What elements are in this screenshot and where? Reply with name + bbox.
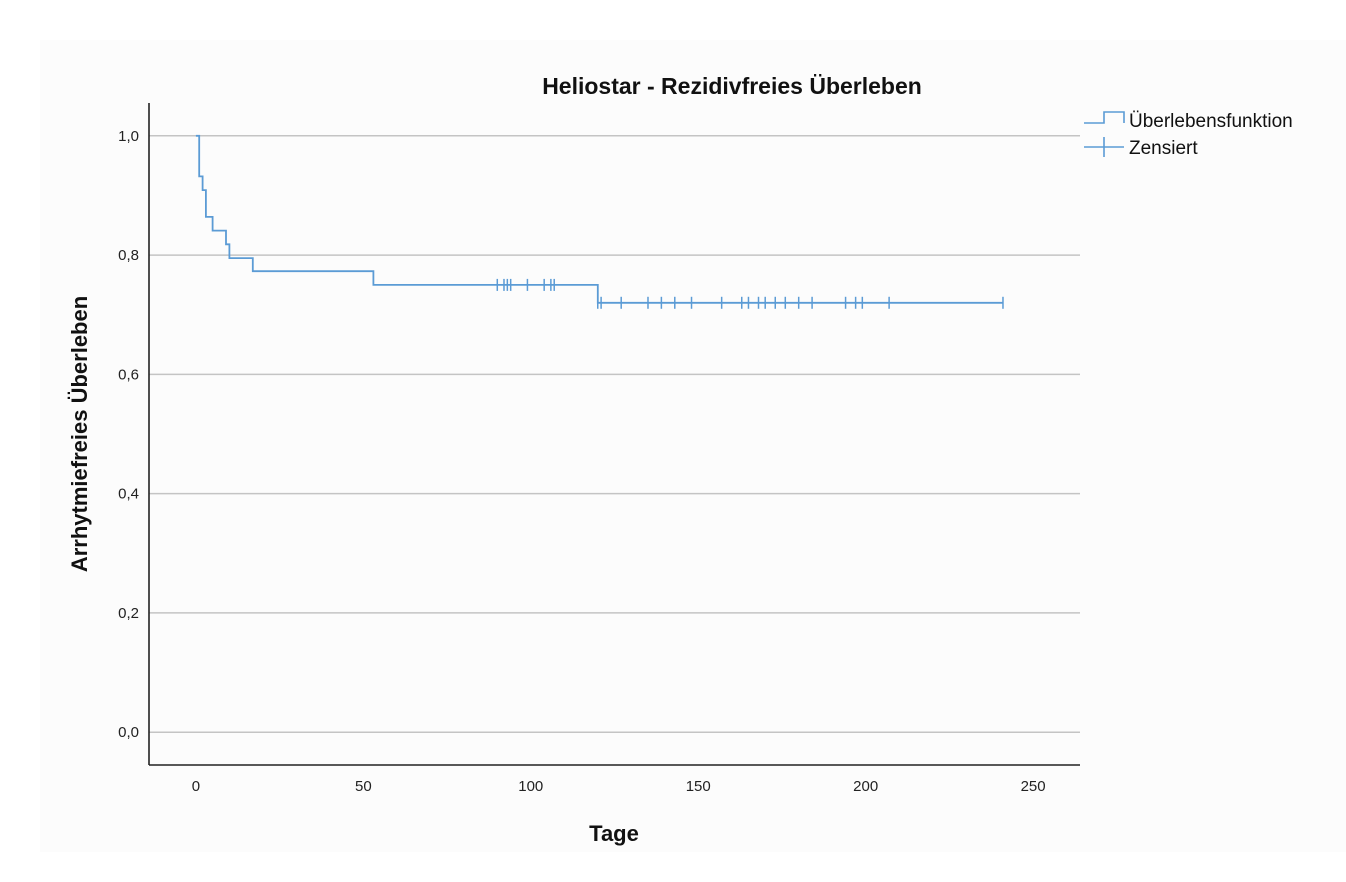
legend-label-survival: Überlebensfunktion	[1129, 111, 1293, 132]
x-tick-label: 0	[192, 778, 200, 795]
legend-step-symbol	[1084, 111, 1125, 124]
y-tick-label: 1,0	[118, 128, 139, 145]
legend: Überlebensfunktion Zensiert	[1084, 111, 1293, 159]
gridlines	[149, 135, 1080, 733]
x-tick-labels: 0 50 100 150 200 250	[192, 778, 1046, 795]
chart-background	[40, 40, 1346, 852]
x-tick-label: 150	[686, 778, 711, 795]
x-tick-label: 50	[355, 778, 372, 795]
series-layer	[195, 134, 1004, 309]
y-tick-label: 0,4	[118, 486, 139, 503]
y-tick-label: 0,2	[118, 605, 139, 622]
chart-title: Heliostar - Rezidivfreies Überleben	[542, 73, 922, 99]
x-tick-label: 100	[518, 778, 543, 795]
x-axis-title: Tage	[589, 821, 639, 846]
y-tick-label: 0,8	[118, 247, 139, 264]
x-tick-label: 200	[853, 778, 878, 795]
y-tick-labels: 0,0 0,2 0,4 0,6 0,8 1,0	[118, 128, 139, 741]
survival-step-line	[195, 134, 1003, 304]
y-axis-title: Arrhytmiefreies Überleben	[67, 296, 92, 572]
y-tick-label: 0,6	[118, 366, 139, 383]
legend-label-censored: Zensiert	[1129, 138, 1198, 159]
y-tick-label: 0,0	[118, 724, 139, 741]
axes	[148, 103, 1080, 766]
x-tick-label: 250	[1021, 778, 1046, 795]
